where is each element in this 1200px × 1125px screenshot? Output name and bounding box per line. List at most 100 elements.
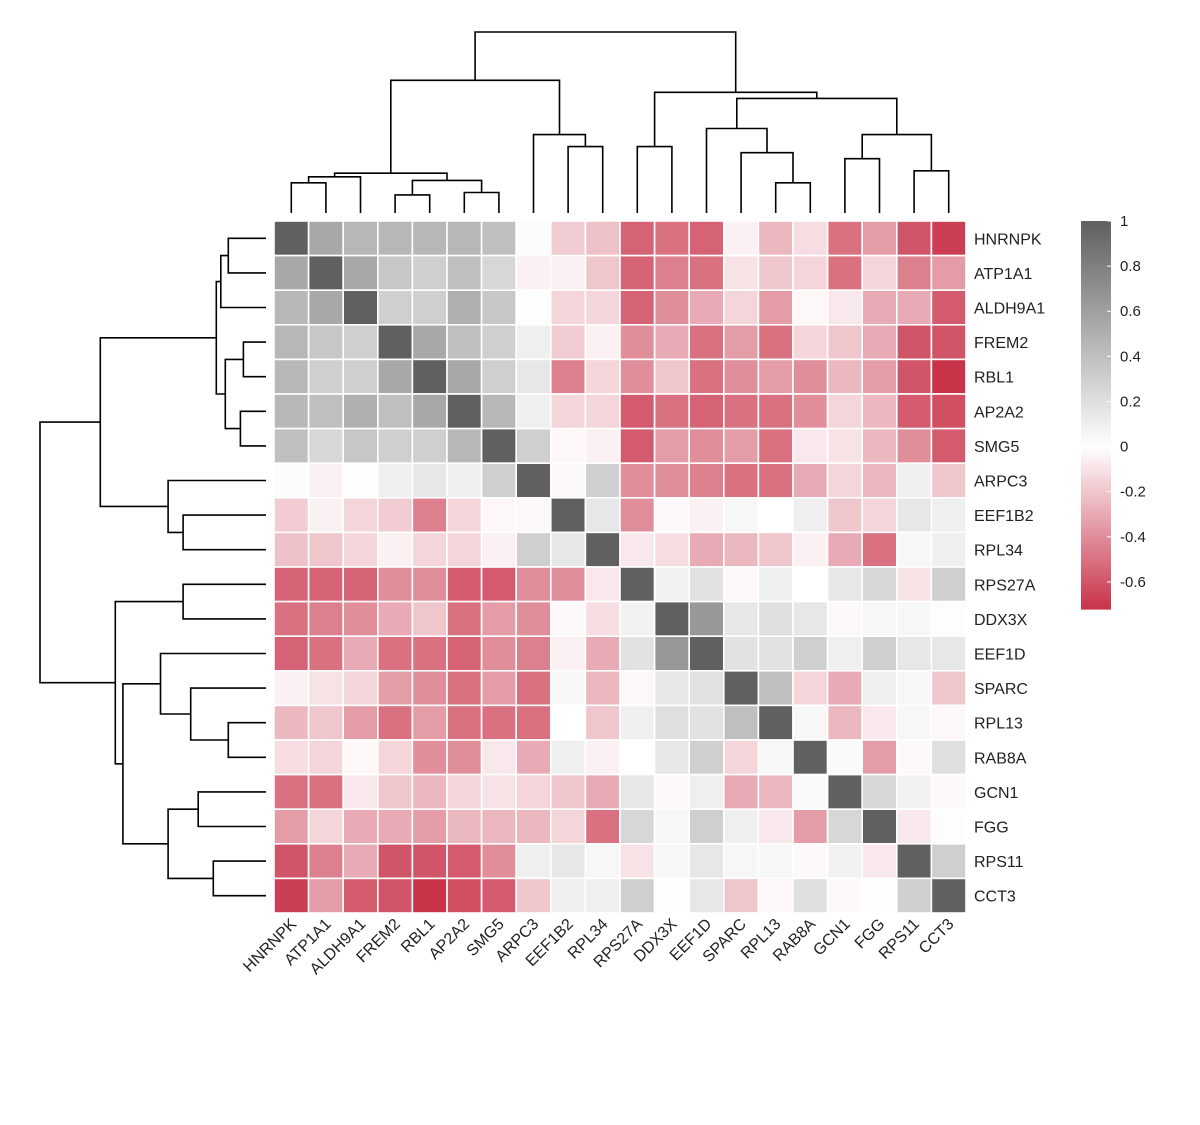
heatmap-cell xyxy=(826,842,863,880)
heatmap-cell xyxy=(342,704,379,741)
heatmap-cell xyxy=(757,600,794,637)
heatmap-cell xyxy=(688,220,725,257)
heatmap-cell xyxy=(515,808,552,845)
colorbar-segment xyxy=(1081,347,1111,351)
heatmap-cell xyxy=(722,531,760,568)
colorbar-segment xyxy=(1081,515,1111,520)
heatmap-cell xyxy=(549,669,587,707)
heatmap-cell xyxy=(307,323,345,361)
heatmap-cell xyxy=(342,254,379,292)
heatmap-cell xyxy=(826,566,863,603)
heatmap-cell xyxy=(930,289,967,326)
heatmap-cell xyxy=(307,600,345,637)
colorbar-segment xyxy=(1081,330,1111,335)
heatmap-cell xyxy=(515,220,552,257)
colorbar-segment xyxy=(1081,411,1111,416)
heatmap-cell xyxy=(757,462,794,499)
heatmap-cell xyxy=(722,462,760,499)
heatmap-cell xyxy=(861,462,898,499)
heatmap-cell xyxy=(653,323,690,361)
heatmap-cell xyxy=(861,773,898,810)
heatmap-cell xyxy=(307,531,345,568)
heatmap-cell xyxy=(515,358,552,395)
colorbar-tick-label: 0.4 xyxy=(1120,348,1141,365)
heatmap-cell xyxy=(757,842,794,880)
heatmap-cell xyxy=(861,427,898,465)
colorbar-segment xyxy=(1081,421,1111,426)
heatmap-cell xyxy=(688,842,725,880)
heatmap-cell xyxy=(411,600,448,637)
heatmap-cell xyxy=(861,600,898,637)
heatmap-cell xyxy=(411,220,448,257)
heatmap-cell xyxy=(307,427,345,465)
row-dendrogram xyxy=(39,237,266,897)
heatmap-cell xyxy=(446,254,483,292)
heatmap-cell xyxy=(619,496,656,534)
heatmap-cell xyxy=(273,600,310,637)
colorbar-segment xyxy=(1081,279,1111,284)
heatmap-cell xyxy=(480,635,518,672)
colorbar-segment xyxy=(1081,308,1111,313)
colorbar-segment xyxy=(1081,550,1111,555)
heatmap-cell xyxy=(722,393,760,430)
heatmap-cell xyxy=(446,704,483,741)
heatmap-cell xyxy=(757,393,794,430)
colorbar-segment xyxy=(1081,337,1111,342)
heatmap-cell xyxy=(411,842,448,880)
heatmap-cell xyxy=(342,566,379,603)
colorbar-segment xyxy=(1081,489,1111,494)
heatmap-cell xyxy=(688,566,725,603)
heatmap-cell xyxy=(619,877,656,914)
heatmap-cell xyxy=(688,669,725,707)
heatmap-cell xyxy=(722,773,760,810)
row-label: RBL1 xyxy=(974,370,1014,387)
heatmap-cell xyxy=(584,877,621,914)
colorbar-segment xyxy=(1081,376,1111,381)
colorbar-segment xyxy=(1081,298,1111,303)
heatmap-cell xyxy=(895,358,933,395)
heatmap-cell xyxy=(930,635,967,672)
heatmap-cell xyxy=(342,635,379,672)
colorbar-segment xyxy=(1081,366,1111,371)
heatmap-cell xyxy=(826,669,863,707)
colorbar-segment xyxy=(1081,463,1111,468)
heatmap-cell xyxy=(307,808,345,845)
heatmap-cell xyxy=(549,462,587,499)
heatmap-cell xyxy=(653,842,690,880)
heatmap-cell xyxy=(722,220,760,257)
heatmap-cell xyxy=(446,739,483,776)
heatmap-cell xyxy=(792,635,829,672)
colorbar-segment xyxy=(1081,586,1111,591)
heatmap-cell xyxy=(376,358,414,395)
heatmap-cell xyxy=(722,600,760,637)
heatmap-cell xyxy=(273,427,310,465)
colorbar-segment xyxy=(1081,227,1111,232)
heatmap-cell xyxy=(549,600,587,637)
heatmap-cell xyxy=(307,635,345,672)
colorbar-segment xyxy=(1081,311,1111,316)
heatmap-cell xyxy=(653,669,690,707)
heatmap-cell xyxy=(411,289,448,326)
heatmap-cell xyxy=(619,808,656,845)
heatmap-cell xyxy=(480,773,518,810)
row-label: FREM2 xyxy=(974,335,1028,352)
heatmap-cell xyxy=(930,323,967,361)
heatmap-cell xyxy=(895,289,933,326)
heatmap-cell xyxy=(792,496,829,534)
heatmap-cell xyxy=(895,531,933,568)
colorbar-segment xyxy=(1081,340,1111,345)
colorbar-segment xyxy=(1081,592,1111,597)
colorbar-segment xyxy=(1081,563,1111,568)
colorbar-segment xyxy=(1081,350,1111,355)
colorbar-segment xyxy=(1081,508,1111,513)
colorbar: 1 0.8 0.6 0.4 0.2 0 -0.2 -0.4 -0.6 xyxy=(1081,213,1146,610)
heatmap-cell xyxy=(342,462,379,499)
heatmap-cell xyxy=(446,462,483,499)
heatmap-cell xyxy=(480,462,518,499)
heatmap-cell xyxy=(619,427,656,465)
heatmap-cell xyxy=(480,220,518,257)
colorbar-segment xyxy=(1081,437,1111,442)
heatmap-cell xyxy=(307,462,345,499)
colorbar-segment xyxy=(1081,570,1111,575)
heatmap-cell xyxy=(895,566,933,603)
